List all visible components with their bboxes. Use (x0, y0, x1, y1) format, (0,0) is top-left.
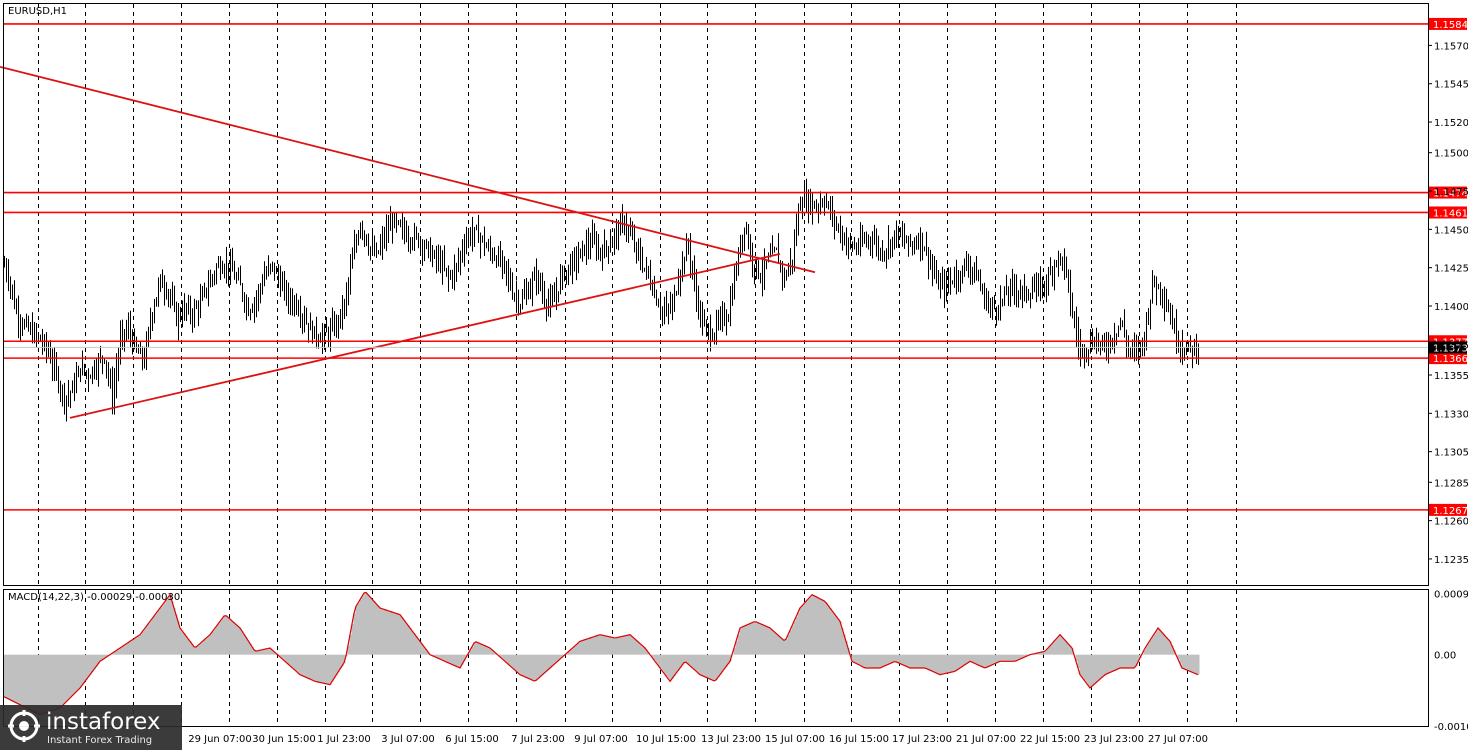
watermark-brand: instaforex (46, 709, 161, 735)
y-tick-label: 1.1305 (1434, 448, 1468, 459)
y-tick-label: 1.1450 (1434, 225, 1468, 236)
y-tick-label: 1.1500 (1434, 149, 1468, 160)
current-price-label: 1.1373 (1433, 343, 1468, 354)
level-label: 1.1584 (1433, 20, 1468, 31)
macd-title: MACD(14,22,3) -0.00029 -0.00030 (8, 592, 180, 603)
level-label: 1.1461 (1433, 208, 1468, 219)
x-tick-label: 29 Jun 07:00 (188, 734, 252, 745)
level-label: 1.1267 (1433, 506, 1468, 517)
x-tick-label: 21 Jul 07:00 (956, 734, 1016, 745)
x-tick-label: 3 Jul 07:00 (381, 734, 435, 745)
x-tick-label: 23 Jul 23:00 (1084, 734, 1144, 745)
watermark-banner: instaforex Instant Forex Trading (0, 705, 182, 750)
y-tick-label: 1.1570 (1434, 41, 1468, 52)
y-tick-label: 1.1400 (1434, 302, 1468, 313)
y-tick-label: 1.1375 (1434, 340, 1468, 351)
x-tick-label: 15 Jul 07:00 (765, 734, 825, 745)
level-tag (1429, 186, 1467, 199)
x-tick-label: 9 Jul 07:00 (574, 734, 628, 745)
x-tick-label: 27 Jul 07:00 (1148, 734, 1208, 745)
y-tick-label: 1.1475 (1434, 187, 1468, 198)
watermark-tagline: Instant Forex Trading (47, 735, 153, 746)
x-tick-label: 30 Jun 15:00 (252, 734, 316, 745)
level-tag (1429, 17, 1467, 30)
y-tick-label: 1.1520 (1434, 118, 1468, 129)
trendline (69, 252, 781, 419)
current-price-tag (1429, 341, 1467, 354)
level-label: 1.1474 (1433, 189, 1468, 200)
y-tick-label: 1.1285 (1434, 478, 1468, 489)
x-tick-label: 17 Jul 23:00 (892, 734, 952, 745)
x-tick-label: 22 Jul 15:00 (1020, 734, 1080, 745)
y-tick-label: 1.1425 (1434, 264, 1468, 275)
x-tick-label: 16 Jul 15:00 (829, 734, 889, 745)
chart-title: EURUSD,H1 (8, 6, 67, 17)
y-tick-label: 1.1235 (1434, 555, 1468, 566)
macd-signal-line (3, 591, 1199, 716)
macd-y-tick-label: 0.00092 (1434, 589, 1468, 600)
level-tag (1429, 503, 1467, 516)
x-tick-label: 6 Jul 15:00 (445, 734, 499, 745)
macd-y-tick-label: 0.00 (1434, 651, 1456, 662)
y-tick-label: 1.1330 (1434, 409, 1468, 420)
y-tick-label: 1.1545 (1434, 80, 1468, 91)
level-tag (1429, 206, 1467, 219)
level-label: 1.1366 (1433, 354, 1468, 365)
trendline (0, 65, 816, 274)
x-tick-label: 10 Jul 15:00 (636, 734, 696, 745)
x-tick-label: 7 Jul 23:00 (511, 734, 565, 745)
macd-y-tick-label: -0.00107 (1434, 722, 1468, 733)
x-tick-label: 13 Jul 23:00 (701, 734, 761, 745)
y-tick-label: 1.1355 (1434, 371, 1468, 382)
y-tick-label: 1.1260 (1434, 517, 1468, 528)
instaforex-logo-icon (8, 710, 40, 742)
level-tag (1429, 352, 1467, 365)
x-tick-label: 1 Jul 23:00 (317, 734, 371, 745)
